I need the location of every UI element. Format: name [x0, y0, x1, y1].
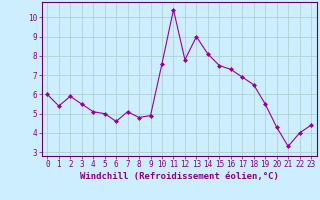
X-axis label: Windchill (Refroidissement éolien,°C): Windchill (Refroidissement éolien,°C)	[80, 172, 279, 181]
